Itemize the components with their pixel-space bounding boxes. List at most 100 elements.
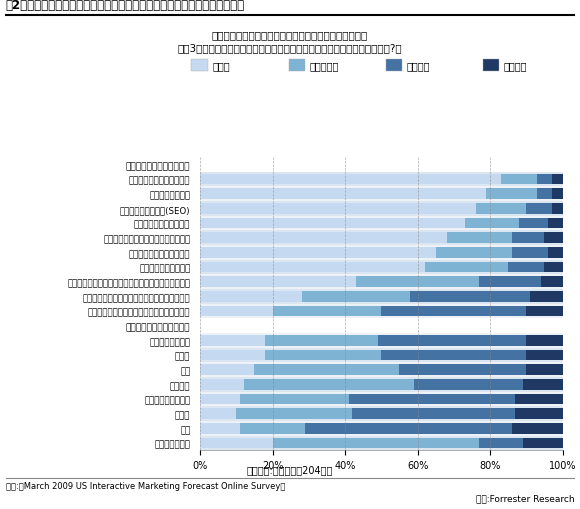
Text: 高まる: 高まる: [212, 61, 230, 71]
Bar: [200, 333, 563, 348]
Bar: [537, 175, 552, 185]
Bar: [353, 409, 516, 419]
Bar: [200, 189, 487, 200]
Bar: [382, 306, 527, 317]
Bar: [512, 423, 563, 434]
Bar: [200, 187, 563, 202]
Bar: [411, 292, 530, 302]
Bar: [541, 277, 563, 288]
Bar: [305, 423, 512, 434]
Bar: [512, 233, 545, 243]
Bar: [200, 233, 447, 243]
Bar: [414, 379, 523, 390]
Bar: [200, 306, 273, 317]
Bar: [479, 277, 541, 288]
Bar: [523, 379, 563, 390]
Text: 変化しない: 変化しない: [310, 61, 339, 71]
Bar: [527, 204, 552, 214]
Bar: [200, 204, 476, 214]
Bar: [200, 260, 563, 275]
Bar: [508, 262, 545, 273]
Bar: [378, 335, 527, 346]
Bar: [200, 277, 356, 288]
Bar: [548, 248, 563, 258]
Bar: [519, 218, 548, 229]
Bar: [200, 290, 563, 304]
Bar: [200, 216, 563, 231]
Text: 回答なし: 回答なし: [503, 61, 527, 71]
Bar: [302, 292, 411, 302]
Bar: [356, 277, 479, 288]
Bar: [200, 292, 302, 302]
Bar: [240, 394, 349, 405]
Text: 「以下の各項目について、マーケティングの有効性は、: 「以下の各項目について、マーケティングの有効性は、: [212, 31, 368, 41]
Bar: [516, 394, 563, 405]
Bar: [237, 409, 353, 419]
Bar: [527, 306, 563, 317]
Bar: [200, 262, 425, 273]
Bar: [545, 262, 563, 273]
Bar: [552, 175, 563, 185]
Bar: [200, 436, 563, 450]
Bar: [527, 335, 563, 346]
Bar: [487, 189, 537, 200]
Bar: [200, 348, 563, 362]
Bar: [501, 175, 537, 185]
Bar: [512, 248, 548, 258]
Bar: [244, 379, 414, 390]
Bar: [200, 218, 465, 229]
Bar: [552, 189, 563, 200]
Bar: [436, 248, 512, 258]
Text: 調査対象:マーケター204業者: 調査対象:マーケター204業者: [247, 464, 333, 474]
Bar: [545, 233, 563, 243]
Bar: [530, 292, 563, 302]
Bar: [200, 231, 563, 245]
Text: 資料:Forrester Research: 資料:Forrester Research: [476, 494, 574, 503]
Bar: [200, 335, 266, 346]
Bar: [200, 392, 563, 407]
Text: 出典:「March 2009 US Interactive Marketing Forecast Online Survey」: 出典:「March 2009 US Interactive Marketing …: [6, 481, 285, 490]
Bar: [523, 438, 563, 448]
Bar: [266, 335, 378, 346]
Bar: [200, 362, 563, 377]
Bar: [200, 202, 563, 216]
Bar: [273, 306, 382, 317]
Bar: [548, 218, 563, 229]
Bar: [273, 438, 479, 448]
Bar: [200, 350, 266, 360]
Bar: [200, 248, 436, 258]
Bar: [349, 394, 516, 405]
Bar: [465, 218, 519, 229]
Text: 低くなる: 低くなる: [407, 61, 430, 71]
Bar: [200, 275, 563, 290]
Text: 図2　双方向チャンネルの可能性に対するマーケターの期待が高まっている: 図2 双方向チャンネルの可能性に対するマーケターの期待が高まっている: [6, 0, 245, 12]
Bar: [200, 421, 563, 436]
Text: 今後3年間で「高まる」「変化しない」「低くなる」のどれになると思うか?」: 今後3年間で「高まる」「変化しない」「低くなる」のどれになると思うか?」: [177, 43, 403, 53]
Bar: [200, 173, 563, 187]
Bar: [240, 423, 305, 434]
Bar: [200, 365, 255, 375]
Bar: [382, 350, 527, 360]
Bar: [266, 350, 382, 360]
Bar: [527, 365, 563, 375]
Bar: [552, 204, 563, 214]
Bar: [200, 438, 273, 448]
Bar: [400, 365, 527, 375]
Bar: [200, 394, 240, 405]
Bar: [200, 377, 563, 392]
Bar: [476, 204, 527, 214]
Bar: [255, 365, 400, 375]
Bar: [447, 233, 512, 243]
Bar: [200, 409, 237, 419]
Bar: [200, 407, 563, 421]
Bar: [200, 423, 240, 434]
Bar: [527, 350, 563, 360]
Bar: [200, 379, 244, 390]
Bar: [200, 304, 563, 319]
Bar: [479, 438, 523, 448]
Bar: [537, 189, 552, 200]
Bar: [200, 245, 563, 260]
Bar: [200, 175, 501, 185]
Bar: [516, 409, 563, 419]
Bar: [425, 262, 508, 273]
